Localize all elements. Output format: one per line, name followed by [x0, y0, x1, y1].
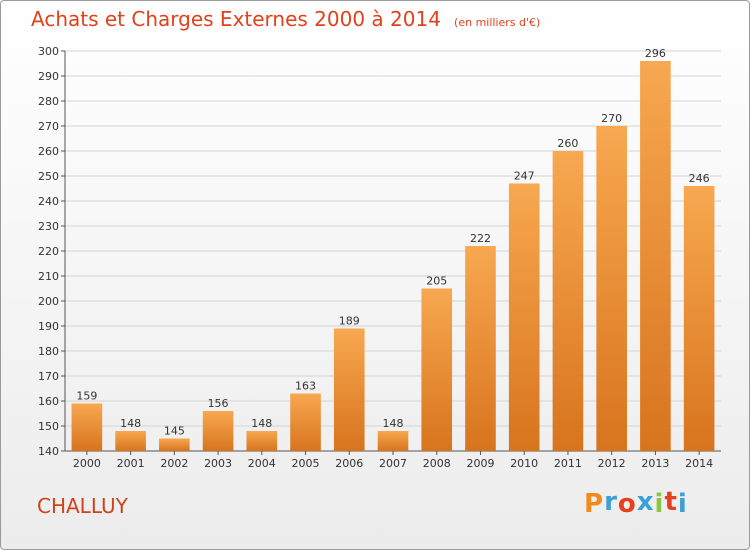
logo-letter: i: [677, 489, 688, 519]
x-tick-label: 2008: [423, 457, 451, 470]
y-tick-label: 270: [38, 120, 59, 133]
x-tick-label: 2010: [510, 457, 538, 470]
bar-value-label: 148: [251, 417, 272, 430]
y-tick-label: 220: [38, 245, 59, 258]
y-tick-label: 300: [38, 45, 59, 58]
bar: [246, 431, 278, 451]
bar-value-label: 189: [339, 315, 360, 328]
bar-value-label: 246: [689, 172, 710, 185]
x-tick-label: 2004: [248, 457, 276, 470]
y-tick-label: 230: [38, 220, 59, 233]
x-tick-label: 2005: [292, 457, 320, 470]
logo-letter: x: [636, 487, 655, 517]
x-tick-label: 2009: [466, 457, 494, 470]
bar: [640, 61, 671, 451]
bar: [290, 393, 321, 451]
bar: [508, 183, 540, 451]
bar: [596, 126, 627, 451]
bar-value-label: 247: [514, 170, 535, 183]
x-tick-label: 2006: [335, 457, 363, 470]
bar-value-label: 205: [426, 275, 447, 288]
y-tick-label: 190: [38, 320, 59, 333]
title-row: Achats et Charges Externes 2000 à 2014 (…: [31, 7, 540, 31]
y-tick-label: 160: [38, 395, 59, 408]
bar: [683, 186, 715, 451]
bar: [159, 438, 190, 451]
bar: [333, 328, 365, 451]
bar-value-label: 148: [120, 417, 141, 430]
logo-letter: o: [617, 489, 637, 519]
x-tick-label: 2001: [117, 457, 145, 470]
bar-value-label: 260: [557, 137, 578, 150]
place-name: CHALLUY: [37, 494, 128, 518]
bar: [421, 288, 453, 451]
y-tick-label: 150: [38, 420, 59, 433]
x-tick-label: 2014: [685, 457, 713, 470]
labels: 159 2000 148 2001 145 2002 156 2003 148 2004 163 20…: [73, 47, 713, 470]
logo-letter: i: [654, 489, 665, 519]
logo-letter: t: [664, 487, 678, 517]
y-tick-label: 290: [38, 70, 59, 83]
bar: [552, 151, 584, 451]
y-tick-label: 140: [38, 445, 59, 458]
x-tick-label: 2012: [598, 457, 626, 470]
x-tick-label: 2013: [641, 457, 669, 470]
x-tick-label: 2011: [554, 457, 582, 470]
chart-subtitle: (en milliers d'€): [454, 16, 541, 29]
bar: [465, 246, 496, 451]
x-tick-label: 2000: [73, 457, 101, 470]
y-tick-label: 170: [38, 370, 59, 383]
chart-title: Achats et Charges Externes 2000 à 2014: [31, 7, 441, 31]
bar-value-label: 270: [601, 112, 622, 125]
bar-value-label: 156: [208, 397, 229, 410]
bars: [71, 61, 715, 451]
bar-value-label: 148: [383, 417, 404, 430]
x-tick-label: 2007: [379, 457, 407, 470]
y-tick-label: 280: [38, 95, 59, 108]
x-tick-label: 2003: [204, 457, 232, 470]
y-tick-label: 240: [38, 195, 59, 208]
y-tick-label: 260: [38, 145, 59, 158]
logo-letter: r: [604, 487, 618, 517]
logo-letter: P: [584, 489, 605, 519]
y-tick-label: 210: [38, 270, 59, 283]
y-tick-label: 180: [38, 345, 59, 358]
bar: [115, 431, 146, 451]
bar: [377, 431, 409, 451]
bar-value-label: 159: [76, 390, 97, 403]
proxiti-logo: Proxiti: [584, 487, 688, 519]
y-tick-label: 250: [38, 170, 59, 183]
bar: [71, 403, 103, 451]
bar-value-label: 296: [645, 47, 666, 60]
bar-value-label: 222: [470, 232, 491, 245]
bar-value-label: 163: [295, 380, 316, 393]
bar-value-label: 145: [164, 425, 185, 438]
x-tick-label: 2002: [160, 457, 188, 470]
bar: [202, 411, 234, 451]
y-tick-label: 200: [38, 295, 59, 308]
